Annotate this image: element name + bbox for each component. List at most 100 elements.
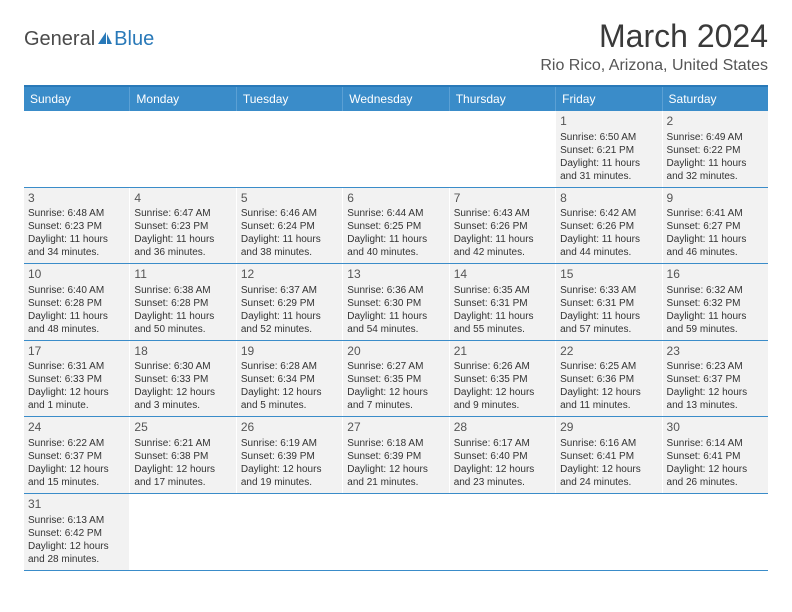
day-number: 20 bbox=[347, 344, 444, 360]
sunset-text: Sunset: 6:23 PM bbox=[28, 220, 125, 233]
day-cell: 9Sunrise: 6:41 AMSunset: 6:27 PMDaylight… bbox=[663, 188, 768, 264]
sunset-text: Sunset: 6:25 PM bbox=[347, 220, 444, 233]
sunrise-text: Sunrise: 6:13 AM bbox=[28, 514, 125, 527]
day-cell bbox=[450, 111, 556, 187]
day-number: 10 bbox=[28, 267, 125, 283]
sunrise-text: Sunrise: 6:31 AM bbox=[28, 360, 125, 373]
daylight-text: Daylight: 12 hours and 17 minutes. bbox=[134, 463, 231, 489]
daylight-text: Daylight: 12 hours and 3 minutes. bbox=[134, 386, 231, 412]
daylight-text: Daylight: 11 hours and 55 minutes. bbox=[454, 310, 551, 336]
day-number: 24 bbox=[28, 420, 125, 436]
sail-icon bbox=[97, 31, 113, 45]
daylight-text: Daylight: 11 hours and 48 minutes. bbox=[28, 310, 125, 336]
day-cell: 19Sunrise: 6:28 AMSunset: 6:34 PMDayligh… bbox=[237, 341, 343, 417]
daylight-text: Daylight: 11 hours and 54 minutes. bbox=[347, 310, 444, 336]
sunrise-text: Sunrise: 6:32 AM bbox=[667, 284, 764, 297]
sunset-text: Sunset: 6:35 PM bbox=[347, 373, 444, 386]
daylight-text: Daylight: 11 hours and 40 minutes. bbox=[347, 233, 444, 259]
weekday-header: Wednesday bbox=[343, 87, 449, 111]
day-cell bbox=[556, 494, 662, 570]
day-number: 11 bbox=[134, 267, 231, 283]
day-cell bbox=[237, 494, 343, 570]
day-cell: 13Sunrise: 6:36 AMSunset: 6:30 PMDayligh… bbox=[343, 264, 449, 340]
sunrise-text: Sunrise: 6:49 AM bbox=[667, 131, 764, 144]
day-cell: 15Sunrise: 6:33 AMSunset: 6:31 PMDayligh… bbox=[556, 264, 662, 340]
day-number: 2 bbox=[667, 114, 764, 130]
day-number: 23 bbox=[667, 344, 764, 360]
day-cell: 28Sunrise: 6:17 AMSunset: 6:40 PMDayligh… bbox=[450, 417, 556, 493]
week-row: 1Sunrise: 6:50 AMSunset: 6:21 PM Daylight… bbox=[24, 111, 768, 188]
day-cell: 7Sunrise: 6:43 AMSunset: 6:26 PMDaylight… bbox=[450, 188, 556, 264]
day-number: 22 bbox=[560, 344, 657, 360]
sunset-text: Sunset: 6:33 PM bbox=[134, 373, 231, 386]
sunrise-text: Sunrise: 6:41 AM bbox=[667, 207, 764, 220]
daylight-text: Daylight: 11 hours and 32 minutes. bbox=[667, 157, 764, 183]
daylight-text: Daylight: 11 hours and 42 minutes. bbox=[454, 233, 551, 259]
daylight-text: Daylight: 11 hours and 36 minutes. bbox=[134, 233, 231, 259]
day-number: 19 bbox=[241, 344, 338, 360]
day-number: 1 bbox=[560, 114, 657, 130]
sunrise-text: Sunrise: 6:50 AM bbox=[560, 131, 657, 144]
day-cell bbox=[450, 494, 556, 570]
day-cell: 26Sunrise: 6:19 AMSunset: 6:39 PMDayligh… bbox=[237, 417, 343, 493]
day-number: 17 bbox=[28, 344, 125, 360]
daylight-text: Daylight: 12 hours and 19 minutes. bbox=[241, 463, 338, 489]
day-number: 31 bbox=[28, 497, 125, 513]
day-cell: 20Sunrise: 6:27 AMSunset: 6:35 PMDayligh… bbox=[343, 341, 449, 417]
daylight-text: Daylight: 11 hours and 52 minutes. bbox=[241, 310, 338, 336]
day-number: 30 bbox=[667, 420, 764, 436]
calendar-page: General Blue March 2024 Rio Rico, Arizon… bbox=[0, 0, 792, 571]
day-cell: 18Sunrise: 6:30 AMSunset: 6:33 PMDayligh… bbox=[130, 341, 236, 417]
week-row: 31Sunrise: 6:13 AMSunset: 6:42 PMDayligh… bbox=[24, 494, 768, 571]
day-number: 29 bbox=[560, 420, 657, 436]
sunset-text: Sunset: 6:26 PM bbox=[560, 220, 657, 233]
sunrise-text: Sunrise: 6:40 AM bbox=[28, 284, 125, 297]
weekday-header: Monday bbox=[130, 87, 236, 111]
sunset-text: Sunset: 6:21 PM bbox=[560, 144, 657, 157]
sunset-text: Sunset: 6:28 PM bbox=[28, 297, 125, 310]
day-cell: 31Sunrise: 6:13 AMSunset: 6:42 PMDayligh… bbox=[24, 494, 130, 570]
sunrise-text: Sunrise: 6:43 AM bbox=[454, 207, 551, 220]
day-cell: 24Sunrise: 6:22 AMSunset: 6:37 PMDayligh… bbox=[24, 417, 130, 493]
day-cell: 21Sunrise: 6:26 AMSunset: 6:35 PMDayligh… bbox=[450, 341, 556, 417]
sunrise-text: Sunrise: 6:17 AM bbox=[454, 437, 551, 450]
sunrise-text: Sunrise: 6:22 AM bbox=[28, 437, 125, 450]
logo-text-1: General bbox=[24, 28, 95, 51]
sunrise-text: Sunrise: 6:16 AM bbox=[560, 437, 657, 450]
sunrise-text: Sunrise: 6:48 AM bbox=[28, 207, 125, 220]
week-row: 24Sunrise: 6:22 AMSunset: 6:37 PMDayligh… bbox=[24, 417, 768, 494]
day-number: 26 bbox=[241, 420, 338, 436]
sunrise-text: Sunrise: 6:21 AM bbox=[134, 437, 231, 450]
day-cell: 12Sunrise: 6:37 AMSunset: 6:29 PMDayligh… bbox=[237, 264, 343, 340]
sunrise-text: Sunrise: 6:14 AM bbox=[667, 437, 764, 450]
sunrise-text: Sunrise: 6:42 AM bbox=[560, 207, 657, 220]
daylight-text: Daylight: 12 hours and 9 minutes. bbox=[454, 386, 551, 412]
sunset-text: Sunset: 6:28 PM bbox=[134, 297, 231, 310]
sunrise-text: Sunrise: 6:18 AM bbox=[347, 437, 444, 450]
daylight-text: Daylight: 12 hours and 28 minutes. bbox=[28, 540, 125, 566]
sunset-text: Sunset: 6:41 PM bbox=[560, 450, 657, 463]
daylight-text: Daylight: 11 hours and 44 minutes. bbox=[560, 233, 657, 259]
sunset-text: Sunset: 6:30 PM bbox=[347, 297, 444, 310]
day-cell bbox=[663, 494, 768, 570]
day-number: 28 bbox=[454, 420, 551, 436]
weekday-header: Tuesday bbox=[237, 87, 343, 111]
sunrise-text: Sunrise: 6:36 AM bbox=[347, 284, 444, 297]
day-number: 5 bbox=[241, 191, 338, 207]
sunset-text: Sunset: 6:27 PM bbox=[667, 220, 764, 233]
week-row: 3Sunrise: 6:48 AMSunset: 6:23 PMDaylight… bbox=[24, 188, 768, 265]
sunset-text: Sunset: 6:24 PM bbox=[241, 220, 338, 233]
daylight-text: Daylight: 11 hours and 50 minutes. bbox=[134, 310, 231, 336]
daylight-text: Daylight: 12 hours and 24 minutes. bbox=[560, 463, 657, 489]
sunrise-text: Sunrise: 6:47 AM bbox=[134, 207, 231, 220]
day-cell: 4Sunrise: 6:47 AMSunset: 6:23 PMDaylight… bbox=[130, 188, 236, 264]
sunrise-text: Sunrise: 6:27 AM bbox=[347, 360, 444, 373]
sunset-text: Sunset: 6:41 PM bbox=[667, 450, 764, 463]
sunset-text: Sunset: 6:36 PM bbox=[560, 373, 657, 386]
day-cell: 1Sunrise: 6:50 AMSunset: 6:21 PMDaylight… bbox=[556, 111, 662, 187]
header-row: General Blue March 2024 Rio Rico, Arizon… bbox=[24, 18, 768, 75]
sunset-text: Sunset: 6:35 PM bbox=[454, 373, 551, 386]
sunset-text: Sunset: 6:29 PM bbox=[241, 297, 338, 310]
day-cell: 10Sunrise: 6:40 AMSunset: 6:28 PMDayligh… bbox=[24, 264, 130, 340]
day-cell: 14Sunrise: 6:35 AMSunset: 6:31 PMDayligh… bbox=[450, 264, 556, 340]
